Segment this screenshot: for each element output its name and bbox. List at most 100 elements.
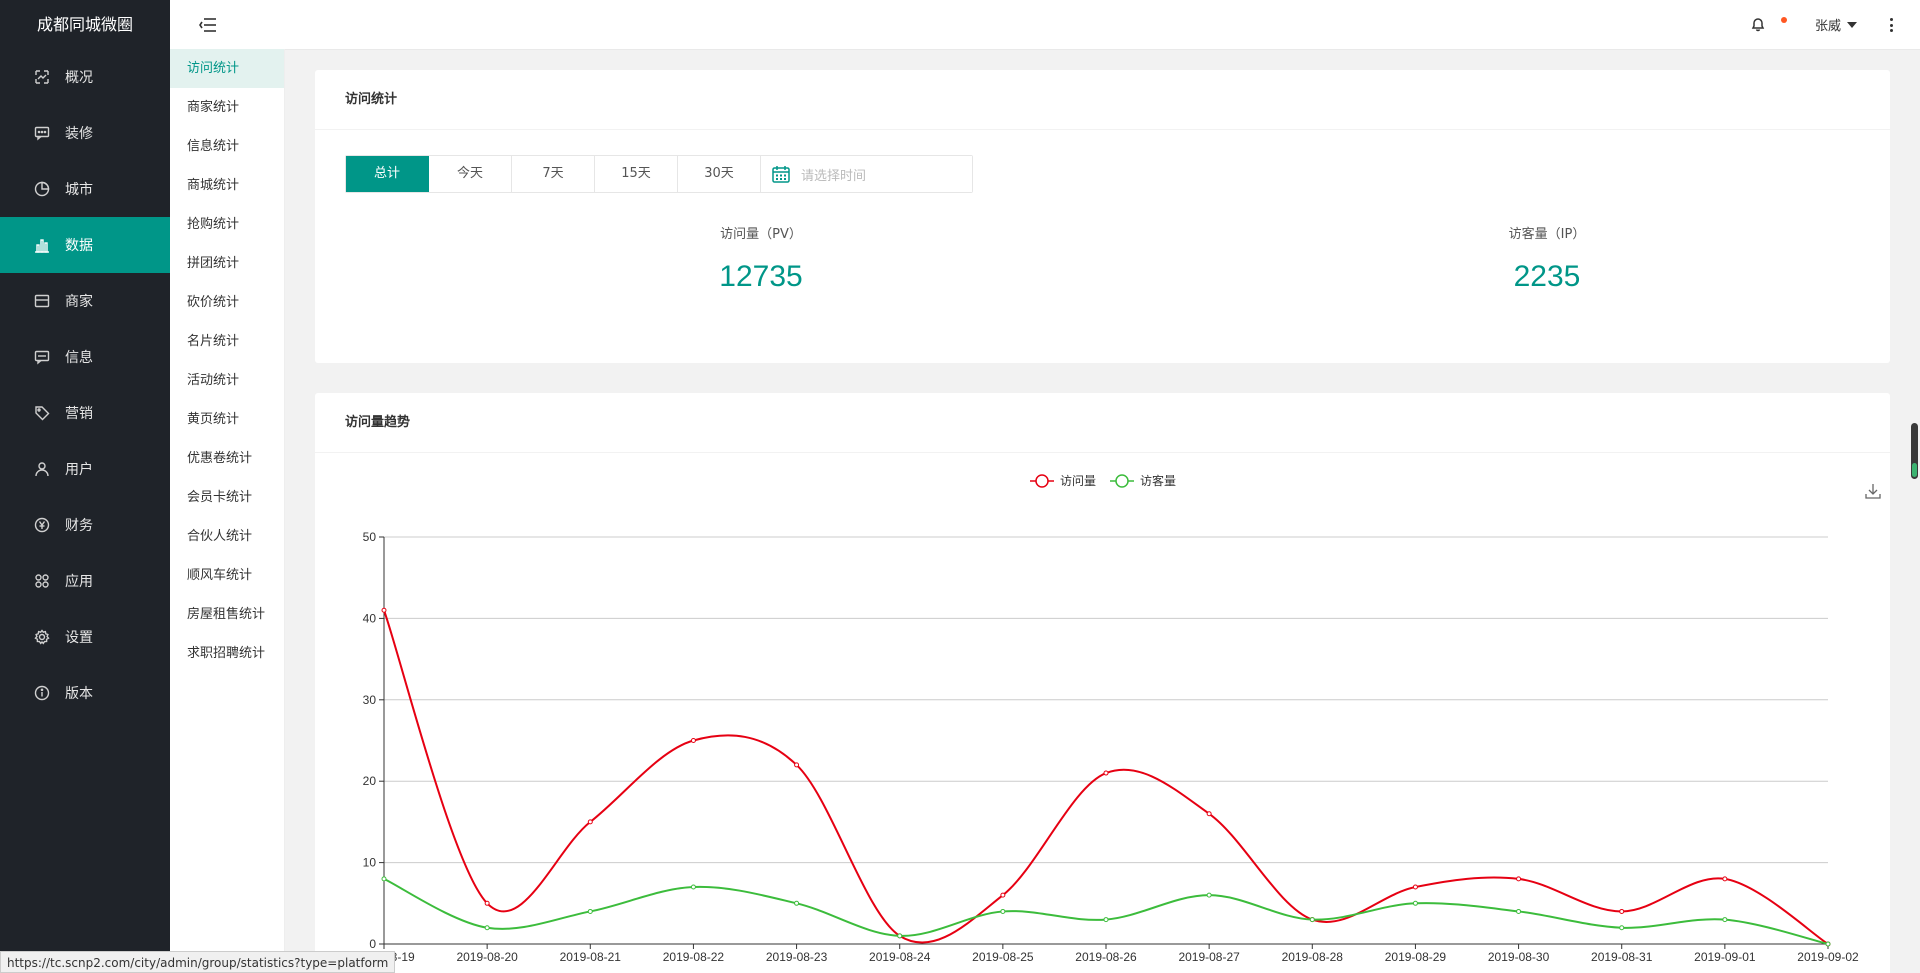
data-point [1309,917,1315,923]
nav-item-label: 财务 [65,518,93,534]
dashboard-icon [33,68,51,86]
card-title: 访问统计 [315,70,1890,130]
visit-stats-card: 访问统计 总计 今天 7天 15天 30天 请选择时间 访问量（PV） 1273… [315,70,1890,363]
x-tick-label: 2019-08-23 [766,950,828,964]
nav-item-label: 信息 [65,350,93,366]
nav-item-label: 设置 [65,630,93,646]
status-bar-url: https://tc.scnp2.com/city/admin/group/st… [0,951,396,973]
subnav-item-15[interactable]: 求职招聘统计 [187,646,266,661]
scrollbar-thumb[interactable] [1912,463,1917,477]
subnav-item-13[interactable]: 顺风车统计 [187,568,253,583]
nav-item-label: 版本 [65,686,93,702]
data-point [690,884,696,890]
pie-icon [33,180,51,198]
y-tick-label: 40 [363,611,377,625]
nav-item-label: 装修 [65,126,93,142]
x-tick-label: 2019-08-26 [1075,950,1137,964]
nav-item-2[interactable]: 城市 [0,161,170,217]
nav-item-5[interactable]: 信息 [0,329,170,385]
bell-icon[interactable] [1750,16,1768,34]
nav-item-label: 商家 [65,294,93,310]
data-point [1516,908,1522,914]
subnav-item-2[interactable]: 信息统计 [187,139,240,154]
nav-item-4[interactable]: 商家 [0,273,170,329]
subnav-item-10[interactable]: 优惠卷统计 [187,451,253,466]
subnav-item-5[interactable]: 拼团统计 [187,256,240,271]
pv-label: 访问量（PV） [720,227,802,242]
notification-dot [1781,17,1787,23]
user-menu[interactable]: 张威 [1815,15,1858,34]
subnav-item-9[interactable]: 黄页统计 [187,412,240,427]
subnav-item-1[interactable]: 商家统计 [187,100,240,115]
caret-down-icon [1847,21,1858,28]
ip-label: 访客量（IP） [1508,227,1586,242]
nav-item-8[interactable]: 财务 [0,497,170,553]
main-sidebar: 成都同城微圈 概况装修城市 数据商家信息营销 用户财务应用设置版本 [0,0,170,973]
data-point [897,933,903,939]
nav-item-10[interactable]: 设置 [0,609,170,665]
pv-value: 12735 [719,260,803,293]
user-name: 张威 [1815,19,1842,34]
data-point [1206,811,1212,817]
nav-item-1[interactable]: 装修 [0,105,170,161]
x-tick-label: 2019-09-02 [1797,950,1859,964]
yen-icon [33,516,51,534]
series-line-0 [383,609,1829,945]
range-button-total[interactable]: 总计 [346,156,429,192]
subnav-item-3[interactable]: 商城统计 [187,178,240,193]
x-tick-label: 2019-08-24 [869,950,931,964]
range-button-30d[interactable]: 30天 [678,156,761,192]
subnav-item-14[interactable]: 房屋租售统计 [187,607,266,622]
data-point [1412,884,1418,890]
data-point [1722,876,1728,882]
range-button-today[interactable]: 今天 [429,156,512,192]
subnav-item-7[interactable]: 名片统计 [187,334,240,349]
legend-label: 访问量 [1060,474,1096,488]
x-tick-label: 2019-09-01 [1694,950,1756,964]
data-point [794,762,800,768]
subnav-item-0[interactable]: 访问统计 [170,49,284,88]
subnav-item-8[interactable]: 活动统计 [187,373,240,388]
nav-item-0[interactable]: 概况 [0,49,170,105]
legend-marker [1115,474,1129,488]
menu-toggle-icon[interactable] [199,17,217,33]
data-point [1619,908,1625,914]
nav-item-3[interactable]: 数据 [0,217,170,273]
subnav-item-4[interactable]: 抢购统计 [187,217,240,232]
y-tick-label: 20 [363,774,377,788]
data-point [1412,900,1418,906]
data-point [484,900,490,906]
nav-item-9[interactable]: 应用 [0,553,170,609]
user-icon [33,460,51,478]
range-button-15d[interactable]: 15天 [595,156,678,192]
nav-item-11[interactable]: 版本 [0,665,170,721]
scrollbar[interactable] [1911,423,1918,479]
data-point [1000,892,1006,898]
top-header: 张威 [170,0,1920,50]
download-icon[interactable] [1865,483,1881,499]
x-tick-label: 2019-08-20 [456,950,518,964]
subnav-item-11[interactable]: 会员卡统计 [187,490,253,505]
data-point [587,908,593,914]
brand-title: 成都同城微圈 [36,15,133,34]
calendar-icon [772,166,790,183]
nav-item-6[interactable]: 营销 [0,385,170,441]
tag-icon [33,404,51,422]
data-point [381,876,387,882]
pv-stat: 访问量（PV） 12735 [511,223,1011,294]
chat-icon [33,124,51,142]
date-placeholder: 请选择时间 [801,168,867,184]
more-vertical-icon[interactable] [1888,15,1894,35]
data-point [794,900,800,906]
data-point [1825,941,1831,947]
x-tick-label: 2019-08-27 [1178,950,1240,964]
x-tick-label: 2019-08-31 [1591,950,1653,964]
ip-stat: 访客量（IP） 2235 [1297,223,1797,294]
subnav-item-6[interactable]: 砍价统计 [187,295,240,310]
subnav-item-12[interactable]: 合伙人统计 [187,529,253,544]
date-picker-input[interactable]: 请选择时间 [761,156,972,192]
y-tick-label: 30 [363,693,377,707]
range-button-7d[interactable]: 7天 [512,156,595,192]
nav-item-7[interactable]: 用户 [0,441,170,497]
range-selector: 总计 今天 7天 15天 30天 请选择时间 [345,155,973,193]
